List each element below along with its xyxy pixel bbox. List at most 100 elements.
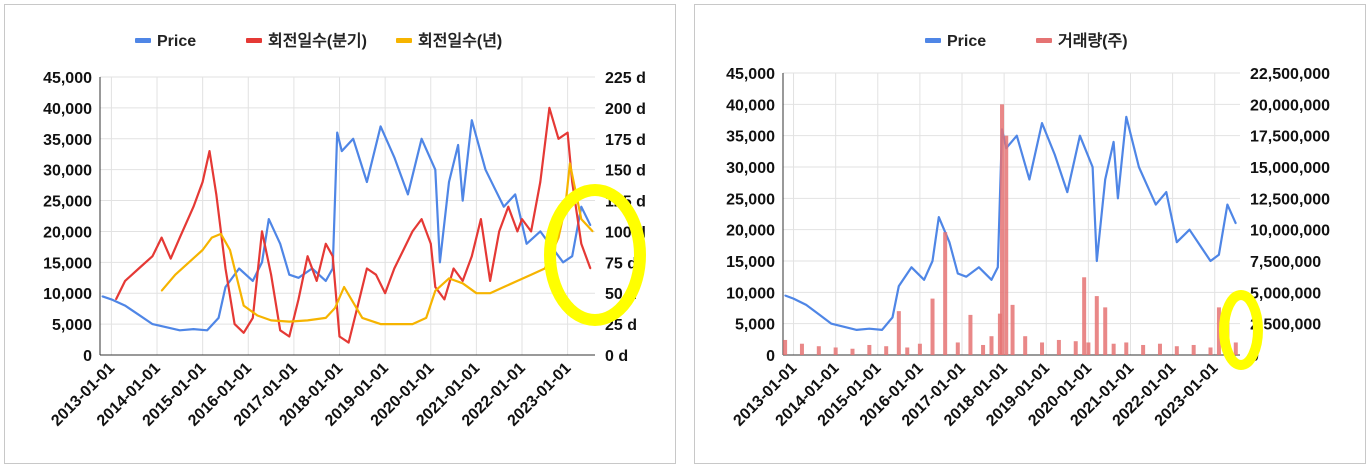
y-left-tick-label: 45,000 [726, 66, 775, 83]
series-1-point [115, 298, 117, 301]
series-0-point [151, 323, 154, 325]
series-0-point [1146, 185, 1149, 187]
series-1-point [306, 255, 309, 257]
y-right-tick-label: 2,500,000 [1250, 317, 1321, 334]
series-2-point [434, 289, 437, 292]
series-1-point [179, 236, 181, 239]
volume-bar [1124, 342, 1129, 355]
series-2-point [188, 261, 190, 264]
series-0-point [471, 119, 473, 122]
series-1-point [557, 137, 560, 140]
series-2-point [398, 323, 400, 325]
series-1-point [347, 341, 350, 344]
series-2-point [220, 233, 222, 235]
y-right-tick-label: 225 d [605, 70, 646, 87]
series-0-point [843, 326, 845, 328]
series-0-point [525, 243, 528, 245]
series-2-point [425, 317, 427, 319]
y-right-tick-label: 5,000,000 [1250, 285, 1321, 302]
series-1-point [356, 304, 359, 307]
y-left-tick-label: 35,000 [43, 132, 92, 149]
series-2-point [461, 282, 464, 285]
series-1-point [160, 236, 163, 239]
volume-bar [1141, 344, 1146, 355]
y-right-tick-label: 17,500,000 [1250, 129, 1330, 146]
highlight-circle [1219, 290, 1263, 370]
volume-bar [1000, 104, 1005, 355]
series-1-point [325, 243, 327, 245]
series-1-point [169, 257, 172, 260]
series-0-point [192, 328, 195, 330]
series-2-point [242, 304, 245, 307]
series-1-point [443, 298, 446, 301]
series-1-point [297, 298, 300, 301]
legend-swatch [135, 38, 151, 43]
series-2-point [160, 289, 163, 292]
series-0-point [1201, 247, 1203, 250]
y-left-tick-label: 30,000 [726, 160, 775, 177]
volume-bar [833, 347, 838, 355]
series-0-point [1041, 122, 1043, 124]
y-left-tick-label: 0 [83, 348, 92, 365]
series-0-point [379, 125, 382, 128]
series-1-point [530, 230, 532, 233]
series-1-point [589, 267, 592, 270]
series-1-point [580, 243, 583, 245]
series-1-point [461, 280, 464, 282]
series-0-point [457, 144, 459, 146]
series-0-point [288, 273, 291, 276]
y-right-tick-label: 7,500,000 [1250, 254, 1321, 271]
highlight-circle [544, 184, 646, 326]
series-0-point [830, 322, 833, 325]
series-0-point [580, 205, 583, 208]
series-0-point [1138, 166, 1140, 168]
y-left-tick-label: 40,000 [726, 97, 775, 114]
series-0-point [336, 131, 339, 134]
volume-bar [1111, 343, 1116, 355]
volume-bar [943, 232, 948, 355]
series-0-point [805, 304, 807, 306]
series-2-point [411, 323, 414, 325]
series-0-point [784, 294, 786, 297]
series-2-point [256, 314, 259, 317]
legend-label: Price [157, 33, 196, 50]
chart-right-svg: 0 5,000 10,000 15,000 20,000 25,000 30,000 35,0… [726, 31, 1330, 430]
series-0-point [206, 329, 209, 332]
chart-panel-right: 0 5,000 10,000 15,000 20,000 25,000 30,000 35,0… [694, 4, 1366, 464]
series-0-point [179, 329, 181, 332]
series-0-point [1066, 191, 1069, 193]
y-right-tick-label: 150 d [605, 163, 646, 180]
series-0-point [948, 241, 951, 243]
series-0-line [784, 115, 1237, 331]
series-2-point [334, 307, 336, 309]
series-0-point [938, 216, 940, 218]
series-0-point [1104, 178, 1107, 181]
y-right-tick-label: 15,000,000 [1250, 160, 1330, 177]
volume-bar [1086, 342, 1091, 355]
series-0-point [366, 181, 368, 183]
y-right-tick-label: 75 d [605, 255, 637, 272]
series-1-point [208, 150, 211, 152]
volume-bar [1004, 135, 1009, 355]
series-0-point [898, 285, 900, 287]
series-0-point [484, 168, 487, 171]
series-0-point [1117, 197, 1119, 200]
series-0-point [439, 261, 441, 264]
y-left-tick-label: 10,000 [726, 285, 775, 302]
volume-bar [905, 347, 910, 355]
series-0-point [124, 304, 126, 307]
volume-bar [799, 343, 804, 355]
series-2-line [160, 162, 594, 326]
series-1-point [566, 131, 569, 134]
series-0-point [1165, 191, 1168, 193]
volume-bar [896, 311, 901, 355]
volume-bar [1094, 296, 1099, 355]
series-1-point [137, 267, 140, 270]
series-2-point [174, 273, 177, 276]
y-left-tick-label: 5,000 [735, 317, 775, 334]
series-0-point [448, 181, 450, 183]
y-left-tick-label: 30,000 [43, 163, 92, 180]
series-2-point [475, 292, 478, 295]
volume-bar [1208, 347, 1213, 355]
series-0-point [910, 266, 913, 269]
